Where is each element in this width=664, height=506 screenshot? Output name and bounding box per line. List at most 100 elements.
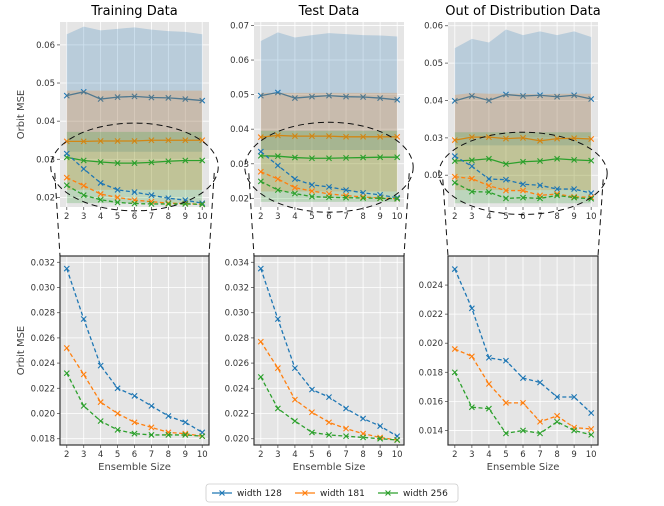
data-point — [274, 187, 281, 194]
data-point — [360, 193, 367, 200]
y-tick-label: 0.03 — [424, 134, 443, 144]
data-point — [308, 93, 315, 100]
confidence-band — [66, 131, 203, 204]
data-point — [308, 181, 315, 188]
x-tick-label: 2 — [452, 450, 457, 460]
x-tick-label: 3 — [275, 450, 280, 460]
x-tick-label: 10 — [392, 450, 403, 460]
data-point — [63, 182, 70, 189]
data-point — [63, 265, 70, 272]
y-tick-label: 0.020 — [225, 435, 249, 445]
data-point — [502, 430, 509, 437]
data-point — [97, 138, 104, 144]
panel-4: 0.020 0.022 0.024 0.026 0.028 0.030 0.032 0.034… — [225, 255, 405, 473]
data-point — [114, 160, 121, 167]
data-point — [114, 199, 121, 206]
data-point — [485, 182, 492, 189]
chart-title: Training Data — [90, 4, 177, 19]
data-point — [148, 137, 155, 144]
zoom-frame — [253, 255, 405, 446]
x-tick-label: 3 — [469, 450, 474, 460]
data-point — [182, 419, 189, 426]
y-tick-label: 0.05 — [36, 79, 55, 89]
x-tick-label: 2 — [64, 450, 69, 460]
data-point — [468, 353, 475, 360]
data-point — [571, 92, 578, 99]
data-point — [502, 399, 509, 406]
data-point — [148, 431, 155, 438]
data-point — [377, 133, 384, 140]
data-point — [97, 362, 104, 369]
data-point — [291, 95, 298, 102]
data-point — [554, 186, 561, 193]
data-point — [360, 415, 367, 422]
x-tick-label: 7 — [343, 212, 348, 222]
x-tick-label: 3 — [81, 212, 86, 222]
data-point — [131, 138, 138, 144]
data-point — [148, 159, 155, 166]
data-point — [97, 418, 104, 425]
data-point — [468, 305, 475, 312]
data-point — [80, 192, 87, 199]
data-point — [274, 365, 281, 372]
y-tick-label: 0.04 — [424, 96, 443, 106]
data-point — [326, 155, 332, 162]
data-point — [360, 434, 367, 441]
x-tick-label: 9 — [183, 212, 188, 222]
x-tick-label: 6 — [326, 450, 331, 460]
x-tick-label: 5 — [115, 212, 120, 222]
data-point — [182, 96, 189, 103]
data-point — [451, 153, 458, 160]
data-point — [308, 188, 315, 195]
data-point — [80, 165, 87, 172]
data-point — [274, 162, 281, 169]
data-point — [451, 137, 458, 144]
x-tick-label: 6 — [520, 450, 525, 460]
data-point — [537, 430, 544, 437]
x-tick-label: 2 — [64, 212, 69, 222]
data-point — [326, 194, 332, 201]
data-point — [182, 431, 189, 438]
data-point — [343, 133, 350, 140]
confidence-band — [260, 32, 398, 150]
data-point — [326, 92, 332, 99]
data-point — [360, 133, 367, 140]
zoom-frame — [447, 255, 599, 446]
data-point — [360, 154, 367, 161]
data-point — [485, 405, 492, 412]
data-point — [554, 412, 561, 419]
data-point — [326, 419, 332, 426]
data-point — [360, 195, 367, 201]
data-point — [588, 426, 595, 432]
x-tick-label: 5 — [309, 450, 314, 460]
zoom-connector — [54, 172, 61, 257]
data-point — [554, 155, 561, 162]
data-point — [131, 93, 138, 100]
y-tick-label: 0.022 — [31, 384, 55, 394]
x-tick-label: 6 — [132, 450, 137, 460]
data-point — [554, 418, 561, 425]
y-tick-label: 0.02 — [424, 171, 443, 181]
data-point — [502, 187, 509, 194]
data-point — [165, 200, 172, 207]
x-tick-label: 4 — [292, 450, 297, 460]
data-point — [148, 424, 155, 431]
data-point — [451, 97, 458, 104]
y-tick-label: 0.022 — [225, 410, 249, 420]
zoom-ellipse — [50, 122, 219, 212]
data-point — [97, 179, 104, 186]
data-point — [451, 179, 458, 186]
data-point — [63, 138, 70, 145]
data-point — [377, 423, 384, 430]
data-point — [468, 93, 475, 99]
data-point — [451, 266, 458, 273]
data-point — [165, 137, 172, 144]
data-point — [80, 88, 87, 95]
data-point — [80, 182, 87, 189]
data-point — [131, 430, 138, 437]
data-point — [502, 176, 509, 183]
zoom-frame — [59, 255, 210, 446]
data-point — [537, 182, 544, 189]
x-tick-label: 3 — [469, 212, 474, 222]
data-point — [588, 157, 595, 164]
